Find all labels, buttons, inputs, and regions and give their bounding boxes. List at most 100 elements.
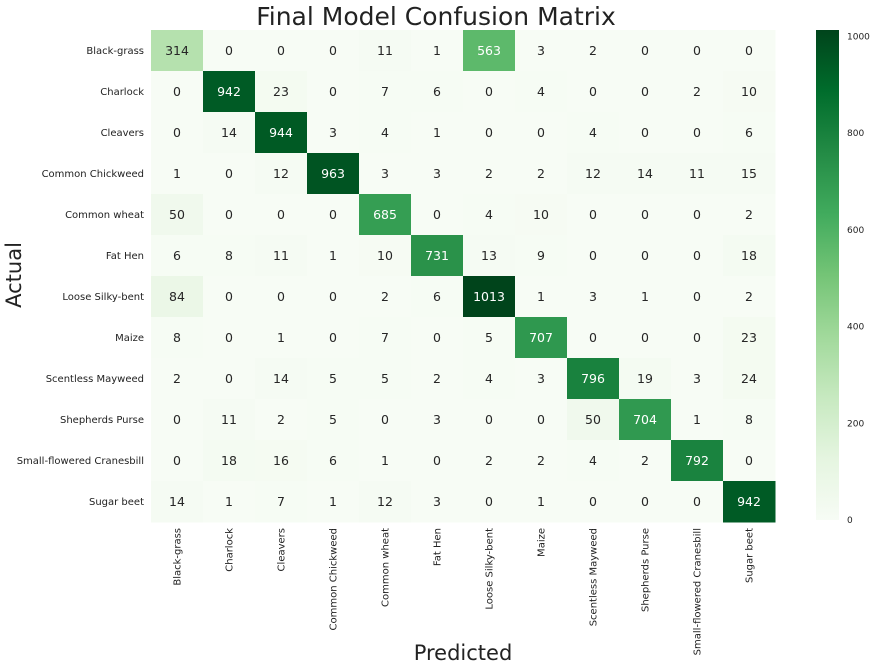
cell-value: 15 [741,166,757,181]
cell-value: 12 [377,494,393,509]
heatmap-cell [151,358,204,400]
cell-value: 3 [433,412,441,427]
cell-value: 0 [641,43,649,58]
cell-value: 0 [381,412,389,427]
heatmap-cell [567,153,620,195]
heatmap-cell [255,71,308,113]
heatmap-cell [255,194,308,236]
cell-value: 1 [329,248,337,263]
y-tick-label: Shepherds Purse [60,415,144,426]
heatmap-cell [203,30,256,72]
heatmap-cell [307,399,360,441]
heatmap-cell [463,358,516,400]
cell-value: 0 [693,494,701,509]
heatmap-cell [723,276,776,318]
cell-value: 731 [425,248,449,263]
cell-value: 0 [173,125,181,140]
heatmap-cell [151,440,204,482]
heatmap-cell [671,112,724,154]
heatmap-cell [619,71,672,113]
colorbar-tick-label: 800 [847,129,864,139]
heatmap-cell [411,153,464,195]
heatmap-cell [671,317,724,359]
cell-value: 9 [537,248,545,263]
cell-value: 4 [381,125,389,140]
y-tick-label: Cleavers [101,128,144,139]
cell-value: 1 [329,494,337,509]
heatmap-cell [307,440,360,482]
cell-value: 12 [273,166,289,181]
cell-value: 13 [481,248,497,263]
cell-value: 6 [173,248,181,263]
cell-value: 2 [745,207,753,222]
heatmap-cell [463,71,516,113]
heatmap-cell [515,194,568,236]
heatmap-cell [567,440,620,482]
x-tick-label: Scentless Mayweed [589,528,600,626]
x-tick-label: Fat Hen [433,528,444,566]
heatmap-cell [619,317,672,359]
cell-value: 0 [641,207,649,222]
cell-value: 0 [329,84,337,99]
cell-value: 0 [433,330,441,345]
heatmap-cell [723,71,776,113]
colorbar-tick-label: 400 [847,323,864,333]
cell-value: 0 [225,289,233,304]
heatmap-cell [463,317,516,359]
heatmap-cell [307,317,360,359]
heatmap-cell [307,276,360,318]
cell-value: 0 [589,494,597,509]
heatmap-cell [723,440,776,482]
colorbar-tick-label: 600 [847,226,864,236]
heatmap-cell [515,112,568,154]
cell-value: 6 [329,453,337,468]
x-tick-label: Maize [537,528,548,557]
cell-value: 5 [329,371,337,386]
heatmap-cell [515,317,568,359]
cell-value: 0 [329,289,337,304]
cell-value: 11 [689,166,705,181]
cell-value: 3 [329,125,337,140]
y-tick-label: Black-grass [86,46,144,57]
cell-value: 792 [685,453,709,468]
heatmap-cell [151,399,204,441]
heatmap-cell [463,153,516,195]
heatmap-cell [307,30,360,72]
cell-value: 963 [321,166,345,181]
cell-value: 0 [745,43,753,58]
heatmap-cell [203,317,256,359]
heatmap-cell [359,358,412,400]
cell-value: 0 [693,289,701,304]
heatmap-cell [151,71,204,113]
heatmap-cell [515,440,568,482]
colorbar-tick-label: 0 [847,516,853,526]
cell-value: 2 [433,371,441,386]
y-tick-label: Maize [115,333,144,344]
heatmap-cell [515,153,568,195]
cell-value: 0 [641,494,649,509]
x-axis-label: Predicted [414,641,513,665]
cell-value: 0 [485,125,493,140]
cell-value: 3 [693,371,701,386]
x-tick-label: Black-grass [173,528,184,586]
heatmap-cell [567,30,620,72]
cell-value: 1 [173,166,181,181]
heatmap-cell [463,440,516,482]
cell-value: 6 [433,289,441,304]
heatmap-cell [515,481,568,523]
heatmap-cell [151,317,204,359]
cell-value: 18 [741,248,757,263]
heatmap-cell [359,235,412,277]
heatmap-cell [411,358,464,400]
cell-value: 0 [433,453,441,468]
cell-value: 3 [381,166,389,181]
cell-value: 8 [745,412,753,427]
heatmap-cell [203,440,256,482]
heatmap-cell [463,399,516,441]
heatmap-cell [567,194,620,236]
heatmap-cell [411,194,464,236]
heatmap-cell [411,30,464,72]
heatmap-cell [255,358,308,400]
heatmap-cell [255,399,308,441]
cell-value: 0 [641,330,649,345]
